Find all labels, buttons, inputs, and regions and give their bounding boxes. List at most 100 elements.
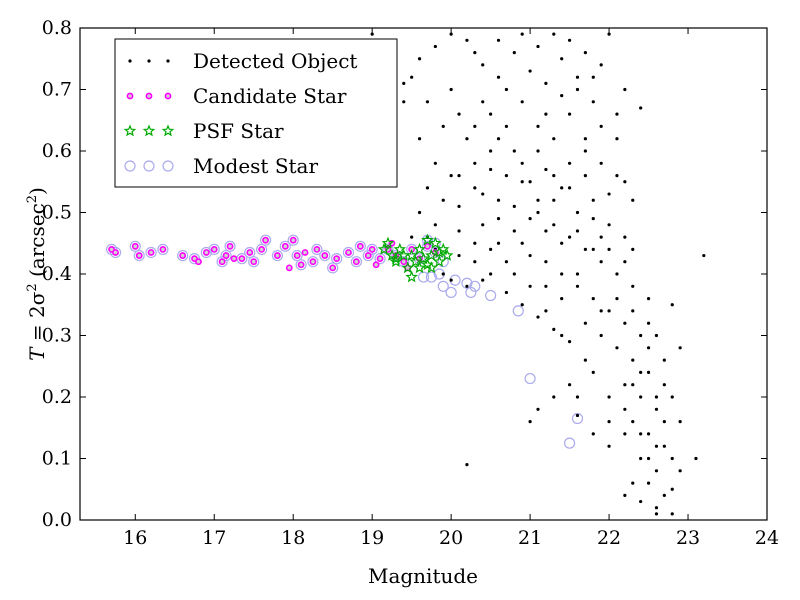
data-point <box>473 186 477 190</box>
data-point <box>429 236 442 249</box>
data-point <box>410 75 414 79</box>
data-point <box>567 112 572 116</box>
data-point <box>504 260 509 264</box>
data-point <box>631 247 635 251</box>
data-point <box>544 81 548 85</box>
data-point <box>364 252 372 259</box>
y-tick-label: 0.3 <box>42 325 72 347</box>
data-point <box>145 246 157 259</box>
data-point <box>417 137 422 141</box>
data-point <box>631 420 635 424</box>
data-point <box>274 252 281 259</box>
data-point <box>321 252 329 259</box>
data-point <box>512 149 516 153</box>
data-point <box>560 333 564 338</box>
data-point <box>571 412 584 425</box>
data-point <box>489 112 493 116</box>
data-point <box>591 247 595 251</box>
legend-marker-modest-star <box>124 160 174 172</box>
data-point <box>646 297 651 301</box>
y-tick-label: 0.6 <box>42 140 72 162</box>
data-point <box>639 395 643 399</box>
data-point <box>350 256 362 268</box>
data-point <box>607 247 611 251</box>
data-point <box>366 243 378 255</box>
data-point <box>662 420 666 424</box>
data-point <box>258 245 266 253</box>
data-point <box>224 240 236 252</box>
legend-marker-psf-star <box>123 124 175 137</box>
data-point <box>670 487 674 491</box>
x-tick-label: 23 <box>676 527 700 549</box>
data-point <box>238 255 246 263</box>
data-point <box>246 249 254 256</box>
x-tick-label: 17 <box>202 527 226 549</box>
data-point <box>575 395 580 399</box>
data-point <box>256 243 268 255</box>
data-point <box>200 246 212 259</box>
data-point <box>409 255 422 268</box>
y-tick-label: 0.2 <box>42 386 72 408</box>
data-point <box>591 370 595 374</box>
y-axis-title-sup1: 2 <box>25 283 40 291</box>
y-tick-label: 0.8 <box>42 17 72 39</box>
data-point <box>177 249 189 262</box>
data-point <box>244 246 256 259</box>
data-point <box>591 100 595 104</box>
data-point <box>457 229 461 233</box>
data-point <box>607 444 611 448</box>
data-point <box>654 469 659 473</box>
data-point <box>552 32 556 36</box>
data-point <box>599 235 603 239</box>
data-point <box>631 358 635 362</box>
data-point <box>599 333 603 338</box>
data-point <box>544 229 548 233</box>
data-point <box>405 248 418 261</box>
legend-marker <box>147 59 151 63</box>
data-point <box>293 252 301 259</box>
data-point <box>560 94 564 98</box>
data-point <box>560 57 564 61</box>
data-point <box>575 413 580 418</box>
data-point <box>496 217 501 221</box>
data-point <box>250 258 258 266</box>
data-point <box>465 38 469 42</box>
data-point <box>646 346 651 350</box>
legend-marker <box>161 124 175 137</box>
data-point <box>591 75 595 79</box>
data-point <box>607 32 611 36</box>
data-point <box>271 249 284 262</box>
data-point <box>670 303 674 307</box>
data-point <box>449 278 453 282</box>
data-point <box>433 161 437 165</box>
data-point <box>381 236 395 249</box>
data-point <box>496 137 501 141</box>
data-point <box>481 63 485 67</box>
data-point <box>441 272 445 276</box>
data-point <box>417 210 422 215</box>
data-point <box>623 235 627 239</box>
data-point <box>678 346 682 350</box>
data-point <box>372 261 380 269</box>
data-point <box>376 255 384 263</box>
data-point <box>599 260 603 264</box>
x-axis-title: Magnitude <box>368 564 478 588</box>
data-point <box>583 247 587 251</box>
legend-marker <box>128 59 132 63</box>
data-point <box>615 137 619 141</box>
data-point <box>469 280 481 292</box>
data-point <box>481 192 485 196</box>
data-point <box>465 284 469 288</box>
data-point <box>417 271 430 283</box>
data-point <box>552 395 556 399</box>
data-point <box>457 112 461 116</box>
data-point <box>639 432 643 436</box>
data-point <box>354 240 366 252</box>
data-point <box>662 358 666 362</box>
data-point <box>512 305 524 317</box>
data-point <box>473 241 477 245</box>
data-point <box>157 243 169 255</box>
data-point <box>646 370 651 374</box>
data-point <box>646 481 651 485</box>
